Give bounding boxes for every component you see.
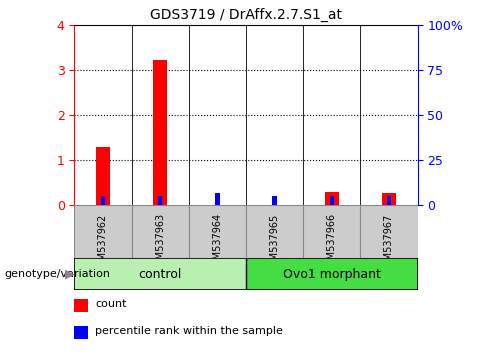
Bar	[189, 205, 246, 258]
Text: ▶: ▶	[65, 268, 74, 281]
Bar	[74, 326, 88, 339]
Bar	[382, 193, 396, 205]
Bar	[153, 60, 168, 205]
Bar	[246, 205, 303, 258]
Text: count: count	[95, 299, 127, 309]
Text: GSM537967: GSM537967	[384, 213, 394, 273]
Bar	[101, 196, 105, 205]
Text: GSM537965: GSM537965	[270, 213, 279, 273]
Bar	[246, 258, 418, 290]
Bar	[132, 205, 189, 258]
Bar	[74, 299, 88, 312]
Bar	[272, 196, 277, 205]
Text: GSM537964: GSM537964	[212, 213, 222, 273]
Text: percentile rank within the sample: percentile rank within the sample	[95, 326, 283, 336]
Text: GSM537963: GSM537963	[155, 213, 165, 273]
Bar	[158, 196, 163, 205]
Text: GSM537962: GSM537962	[98, 213, 108, 273]
Bar	[303, 205, 360, 258]
Bar	[387, 196, 391, 205]
Title: GDS3719 / DrAffx.2.7.S1_at: GDS3719 / DrAffx.2.7.S1_at	[150, 8, 342, 22]
Bar	[215, 193, 220, 205]
Bar	[96, 147, 110, 205]
Text: genotype/variation: genotype/variation	[5, 269, 111, 279]
Text: control: control	[139, 268, 182, 281]
Bar	[329, 196, 334, 205]
Bar	[324, 192, 339, 205]
Bar	[74, 258, 246, 290]
Bar	[74, 205, 132, 258]
Text: GSM537966: GSM537966	[327, 213, 337, 273]
Text: Ovo1 morphant: Ovo1 morphant	[283, 268, 381, 281]
Bar	[360, 205, 418, 258]
